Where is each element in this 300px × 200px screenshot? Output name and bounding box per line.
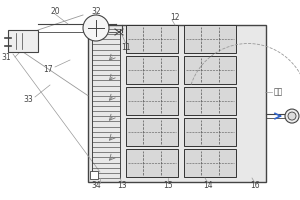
Bar (88, 25, 266, 182)
Text: 15: 15 (163, 182, 173, 190)
Text: 20: 20 (50, 6, 60, 16)
Bar (126, 87, 178, 115)
Text: 17: 17 (43, 66, 53, 74)
Bar (184, 56, 236, 84)
Bar (184, 87, 236, 115)
Bar (90, 171, 98, 179)
Text: 31: 31 (1, 52, 11, 62)
Text: 34: 34 (91, 182, 101, 190)
Bar (126, 25, 178, 53)
Bar (126, 118, 178, 146)
Text: 33: 33 (23, 96, 33, 104)
Bar (126, 149, 178, 177)
Text: 12: 12 (170, 12, 180, 21)
Circle shape (83, 15, 109, 41)
Text: 32: 32 (91, 6, 101, 16)
Text: 11: 11 (121, 44, 131, 52)
Bar (184, 25, 236, 53)
Text: 16: 16 (250, 182, 260, 190)
Bar (184, 149, 236, 177)
Text: 出口: 出口 (273, 88, 283, 97)
Bar (184, 118, 236, 146)
Circle shape (285, 109, 299, 123)
Bar (126, 56, 178, 84)
Text: 14: 14 (203, 182, 213, 190)
Circle shape (288, 112, 296, 120)
Bar (8, 30, 38, 52)
Text: 13: 13 (117, 182, 127, 190)
